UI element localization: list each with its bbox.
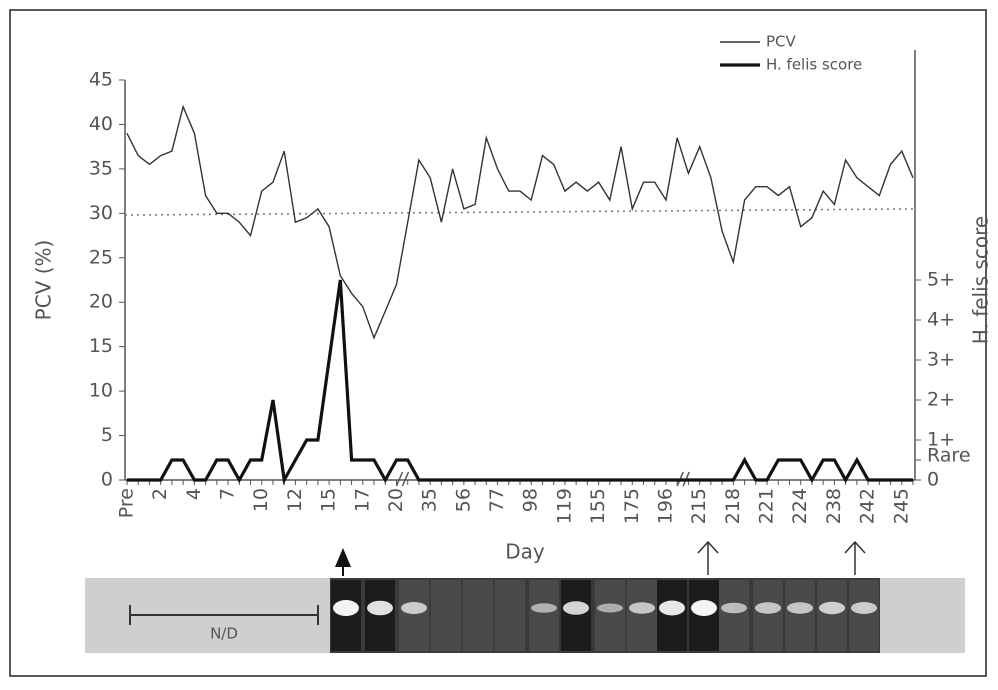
y-tick-label: 20 xyxy=(89,291,113,313)
gel-band xyxy=(819,601,845,615)
y-tick-label: 40 xyxy=(89,113,113,135)
y-tick-label: 5 xyxy=(101,424,113,446)
arrow-filled xyxy=(335,548,351,567)
gel-lane xyxy=(753,580,783,651)
x-tick-label: 4 xyxy=(183,488,205,500)
x-tick-label: 20 xyxy=(385,488,407,512)
x-tick-label: 7 xyxy=(217,488,239,500)
gel-lane xyxy=(595,580,625,651)
legend-label: H. felis score xyxy=(766,56,862,74)
y-tick-label: 25 xyxy=(89,246,113,268)
legend-label: PCV xyxy=(766,33,797,51)
y2-tick-label: 4+ xyxy=(927,309,955,331)
x-tick-label: Pre xyxy=(116,488,138,518)
gel-band xyxy=(629,602,655,614)
x-tick-label: 238 xyxy=(823,488,845,524)
y-tick-label: 15 xyxy=(89,335,113,357)
series-line xyxy=(126,104,914,340)
x-tick-label: 12 xyxy=(284,488,306,512)
gel-lane xyxy=(817,580,847,651)
y-tick-label: 30 xyxy=(89,202,113,224)
gel-band xyxy=(367,600,393,616)
x-tick-label: 221 xyxy=(756,488,778,524)
gel-band xyxy=(333,600,359,616)
arrow-open xyxy=(697,540,719,575)
y2-tick-label: 1+ xyxy=(927,429,955,451)
x-tick-label: 242 xyxy=(857,488,879,524)
gel-lane xyxy=(561,580,591,651)
x-tick-label: 245 xyxy=(890,488,912,524)
x-tick-label: 17 xyxy=(351,488,373,512)
x-tick-label: 224 xyxy=(789,488,811,524)
y2-tick-label: 2+ xyxy=(927,389,955,411)
x-tick-label: 10 xyxy=(250,488,272,512)
gel-lane xyxy=(463,580,493,651)
y2-tick-label: 3+ xyxy=(927,349,955,371)
gel-lane xyxy=(431,580,461,651)
gel-band xyxy=(787,602,813,614)
x-tick-label: 155 xyxy=(587,488,609,524)
gel-band xyxy=(401,602,427,614)
axis-break xyxy=(395,471,410,487)
x-tick-label: 56 xyxy=(452,488,474,512)
gel-annotation: N/D xyxy=(210,625,238,643)
y-tick-label: 45 xyxy=(89,69,113,91)
gel-lane xyxy=(365,580,395,651)
x-tick-label: 98 xyxy=(520,488,542,512)
y2-axis-label: H. felis score xyxy=(969,216,993,344)
gel-lane xyxy=(627,580,657,651)
x-tick-label: 2 xyxy=(149,488,171,500)
gel-lane xyxy=(785,580,815,651)
gel-band xyxy=(691,600,717,616)
x-tick-label: 218 xyxy=(722,488,744,524)
x-tick-label: 119 xyxy=(553,488,575,524)
y2-tick-label: 0 xyxy=(927,469,939,491)
x-tick-label: 35 xyxy=(419,488,441,512)
y-axis-label: PCV (%) xyxy=(32,240,56,321)
gel-band xyxy=(721,602,747,614)
gel-lane xyxy=(529,580,559,651)
frame xyxy=(9,9,987,677)
gel-band xyxy=(597,603,623,613)
gel-image: N/D xyxy=(85,578,965,653)
y-tick-label: 10 xyxy=(89,380,113,402)
x-tick-label: 77 xyxy=(486,488,508,512)
gel-lane xyxy=(719,580,749,651)
gel-band xyxy=(851,602,877,614)
gel-lane xyxy=(849,580,879,651)
y2-tick-label: 5+ xyxy=(927,269,955,291)
gel-lane xyxy=(495,580,525,651)
gel-band xyxy=(531,603,557,613)
x-tick-label: 175 xyxy=(621,488,643,524)
gel-lane xyxy=(399,580,429,651)
y-tick-label: 0 xyxy=(101,469,113,491)
y-tick-label: 35 xyxy=(89,157,113,179)
gel-band xyxy=(755,602,781,614)
x-tick-label: 15 xyxy=(318,488,340,512)
gel-band xyxy=(659,600,685,616)
x-tick-label: 215 xyxy=(688,488,710,524)
x-axis-label: Day xyxy=(505,540,545,564)
gel-band xyxy=(563,601,589,615)
x-tick-label: 196 xyxy=(654,488,676,524)
series-line xyxy=(127,279,913,485)
y2-tick-label: Rare xyxy=(927,445,971,467)
arrow-open xyxy=(844,540,866,575)
